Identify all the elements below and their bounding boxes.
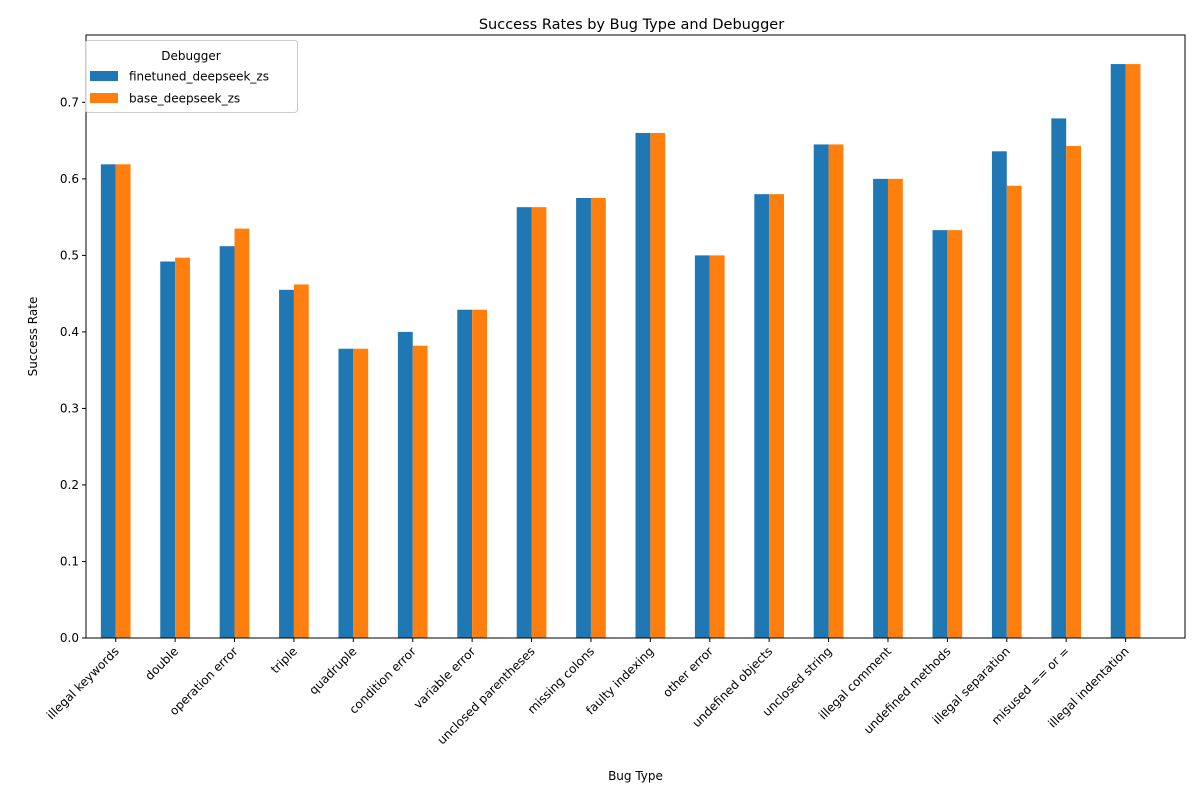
y-tick-label: 0.7	[60, 95, 79, 109]
bar-base-10	[709, 255, 725, 638]
bar-finetuned-2	[219, 246, 235, 638]
bar-base-9	[650, 132, 666, 639]
y-tick-label: 0.2	[60, 478, 79, 492]
legend-label-base: base_deepseek_zs	[129, 92, 240, 106]
legend-title: Debugger	[161, 49, 220, 63]
bar-base-13	[887, 178, 903, 638]
y-tick-label: 0.1	[60, 554, 79, 568]
bar-base-17	[1125, 64, 1141, 639]
bar-finetuned-4	[338, 348, 354, 638]
bar-finetuned-7	[516, 207, 532, 638]
bar-base-16	[1066, 145, 1082, 638]
bar-base-4	[353, 348, 369, 638]
legend-swatch-finetuned	[90, 71, 118, 81]
legend: Debugger finetuned_deepseek_zs base_deeps…	[85, 40, 298, 113]
bar-base-12	[828, 144, 844, 638]
bar-base-5	[412, 345, 428, 638]
bar-base-8	[590, 197, 606, 638]
bar-base-11	[769, 194, 785, 638]
y-tick-label: 0.5	[60, 248, 79, 262]
x-tick-label: quadruple	[306, 644, 359, 697]
bar-base-6	[472, 309, 487, 638]
bar-finetuned-3	[279, 289, 294, 638]
x-tick-label: illegal keywords	[44, 644, 122, 722]
bar-finetuned-5	[397, 331, 413, 638]
bar-base-0	[115, 164, 131, 638]
x-tick-label: double	[142, 644, 181, 683]
y-axis-label: Success Rate	[26, 297, 40, 377]
x-tick-label: unclosed parentheses	[435, 644, 538, 747]
y-tick-label: 0.6	[60, 172, 79, 186]
bar-finetuned-0	[100, 164, 116, 638]
bar-finetuned-15	[991, 151, 1007, 638]
bar-finetuned-17	[1110, 64, 1126, 639]
bar-finetuned-6	[457, 309, 473, 638]
bar-base-15	[1006, 185, 1022, 638]
y-axis: 0.0 0.1 0.2 0.3 0.4 0.5 0.6 0.7	[60, 95, 86, 645]
bar-base-7	[531, 207, 547, 638]
x-tick-label: other error	[660, 644, 716, 700]
legend-label-finetuned: finetuned_deepseek_zs	[129, 70, 269, 84]
bar-finetuned-10	[694, 255, 710, 638]
bar-finetuned-13	[873, 178, 888, 638]
chart-title: Success Rates by Bug Type and Debugger	[479, 17, 784, 33]
bars	[100, 64, 1141, 639]
bar-base-2	[234, 228, 250, 639]
bar-finetuned-1	[160, 261, 176, 638]
x-tick-label: triple	[268, 644, 300, 676]
bar-finetuned-11	[754, 194, 770, 638]
bar-finetuned-14	[932, 230, 948, 639]
bar-finetuned-12	[813, 144, 829, 638]
legend-box	[85, 40, 298, 113]
legend-swatch-base	[90, 93, 118, 103]
y-tick-label: 0.0	[60, 631, 79, 645]
plot-frame	[85, 34, 1186, 639]
x-tick-label: variable error	[411, 644, 478, 711]
y-tick-label: 0.3	[60, 401, 79, 415]
bar-finetuned-9	[635, 132, 651, 639]
bar-base-1	[175, 257, 190, 638]
bar-base-14	[947, 230, 963, 639]
y-tick-label: 0.4	[60, 325, 79, 339]
bar-finetuned-8	[576, 197, 591, 638]
x-axis-label: Bug Type	[608, 769, 663, 783]
bar-finetuned-16	[1051, 118, 1067, 638]
bar-base-3	[293, 284, 309, 638]
